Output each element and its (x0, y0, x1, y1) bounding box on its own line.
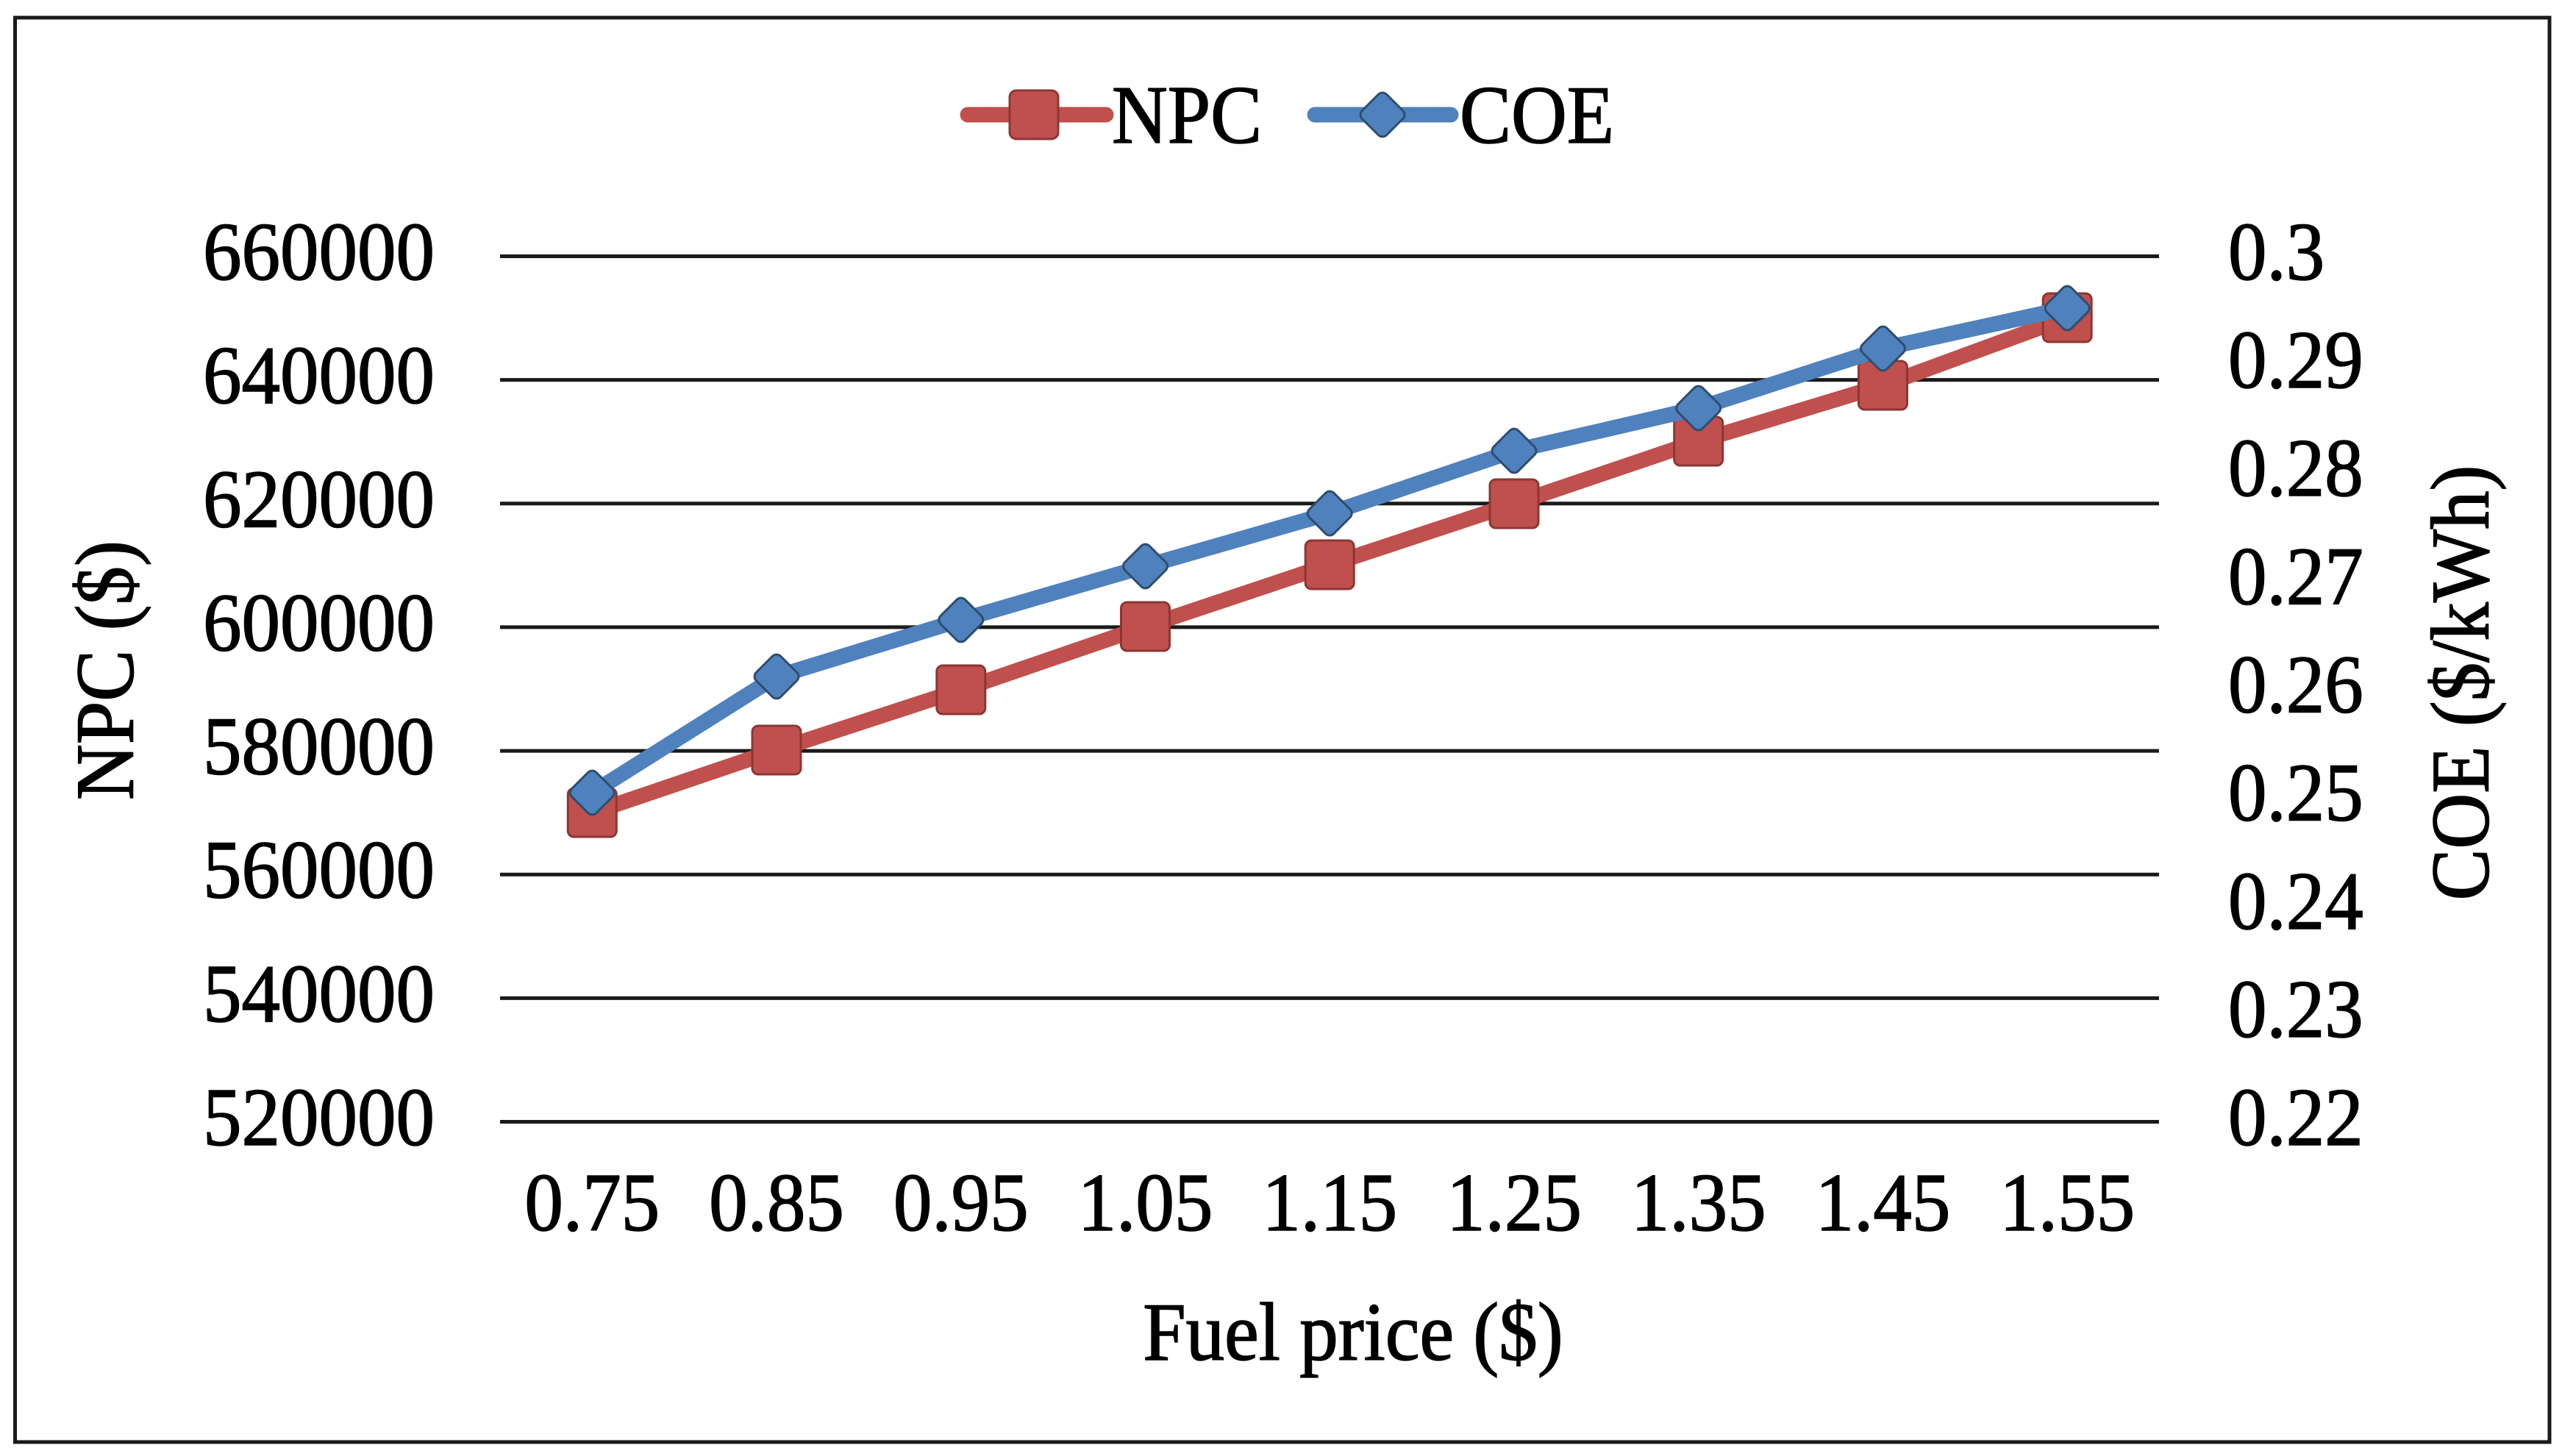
svg-text:Fuel price ($): Fuel price ($) (1143, 1287, 1563, 1378)
svg-text:0.22: 0.22 (2228, 1072, 2363, 1163)
svg-text:1.15: 1.15 (1262, 1157, 1397, 1249)
svg-text:560000: 560000 (203, 825, 435, 916)
svg-text:600000: 600000 (203, 577, 435, 668)
svg-text:COE: COE (1460, 70, 1614, 161)
svg-text:640000: 640000 (203, 330, 435, 421)
svg-text:0.29: 0.29 (2228, 315, 2363, 406)
svg-text:1.55: 1.55 (1999, 1157, 2135, 1249)
svg-text:0.28: 0.28 (2228, 423, 2363, 514)
svg-text:0.85: 0.85 (709, 1157, 844, 1249)
svg-text:540000: 540000 (203, 949, 435, 1040)
svg-text:0.3: 0.3 (2228, 207, 2324, 298)
svg-text:0.23: 0.23 (2228, 964, 2363, 1055)
svg-text:0.95: 0.95 (893, 1157, 1029, 1249)
svg-text:1.35: 1.35 (1631, 1157, 1766, 1249)
svg-text:580000: 580000 (203, 702, 435, 793)
svg-text:0.25: 0.25 (2228, 748, 2363, 839)
svg-text:0.75: 0.75 (524, 1157, 660, 1249)
svg-text:1.05: 1.05 (1078, 1157, 1213, 1249)
svg-text:620000: 620000 (203, 454, 435, 545)
svg-text:0.26: 0.26 (2228, 640, 2363, 731)
svg-text:NPC ($): NPC ($) (60, 540, 151, 800)
svg-text:1.25: 1.25 (1446, 1157, 1582, 1249)
svg-text:COE ($/kWh): COE ($/kWh) (2416, 465, 2507, 901)
svg-text:520000: 520000 (203, 1072, 435, 1163)
svg-text:0.27: 0.27 (2228, 531, 2363, 622)
svg-text:660000: 660000 (203, 207, 435, 298)
svg-text:NPC: NPC (1112, 70, 1262, 161)
svg-text:1.45: 1.45 (1816, 1157, 1951, 1249)
svg-text:0.24: 0.24 (2228, 856, 2363, 947)
